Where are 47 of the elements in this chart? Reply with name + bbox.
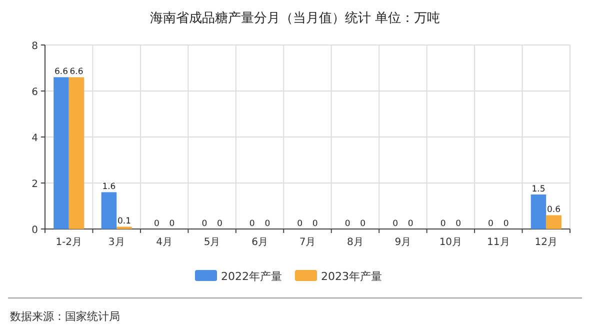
title: 海南省成品糖产量分月（当月值）统计 单位：万吨 xyxy=(150,11,440,26)
y-tick-label: 4 xyxy=(32,133,38,144)
x-tick-label: 11月 xyxy=(487,237,510,248)
data-label: 0 xyxy=(344,219,350,229)
bar xyxy=(530,194,546,229)
x-tick-label: 7月 xyxy=(299,237,316,248)
data-label: 0 xyxy=(264,219,270,229)
data-label: 6.6 xyxy=(54,67,68,78)
data-label: 0.1 xyxy=(117,216,131,227)
y-tick-label: 2 xyxy=(32,179,38,190)
bar xyxy=(101,192,117,229)
x-tick-label: 8月 xyxy=(347,237,364,248)
data-label: 1.6 xyxy=(102,182,116,192)
data-label: 0 xyxy=(360,219,366,229)
data-label: 0 xyxy=(408,219,414,229)
y-tick-label: 6 xyxy=(32,87,38,98)
bar xyxy=(546,215,562,229)
data-label: 0 xyxy=(488,219,494,229)
x-tick-label: 10月 xyxy=(439,237,462,248)
x-tick-label: 4月 xyxy=(156,237,173,248)
legend-label: 2023年产量 xyxy=(321,270,382,283)
data-label: 0.6 xyxy=(547,205,561,216)
data-label: 0 xyxy=(202,219,208,229)
data-label: 6.6 xyxy=(70,67,84,78)
data-label: 0 xyxy=(154,219,160,229)
data-label: 0 xyxy=(216,219,222,229)
data-label: 0 xyxy=(392,219,398,229)
x-tick-label: 9月 xyxy=(394,237,412,248)
x-tick-label: 5月 xyxy=(204,237,220,248)
data-label: 0 xyxy=(297,219,303,229)
legend-label: 2022年产量 xyxy=(221,270,282,283)
data-label: 0 xyxy=(249,219,255,229)
data-label: 0 xyxy=(169,219,175,229)
x-tick-label: 1-2月 xyxy=(56,237,82,248)
data-label: 0 xyxy=(312,219,318,229)
y-tick-label: 0 xyxy=(32,225,38,236)
data-label: 0 xyxy=(456,219,462,229)
bar xyxy=(68,77,84,229)
x-tick-label: 6月 xyxy=(252,237,268,248)
x-tick-label: 3月 xyxy=(108,237,125,248)
source-note: 数据来源：国家统计局 xyxy=(10,310,120,323)
bar xyxy=(54,77,69,229)
x-tick-label: 12月 xyxy=(534,237,558,248)
data-label: 0 xyxy=(503,219,509,229)
data-label: 1.5 xyxy=(532,184,546,194)
data-label: 0 xyxy=(440,219,446,229)
y-tick-label: 8 xyxy=(32,41,38,52)
